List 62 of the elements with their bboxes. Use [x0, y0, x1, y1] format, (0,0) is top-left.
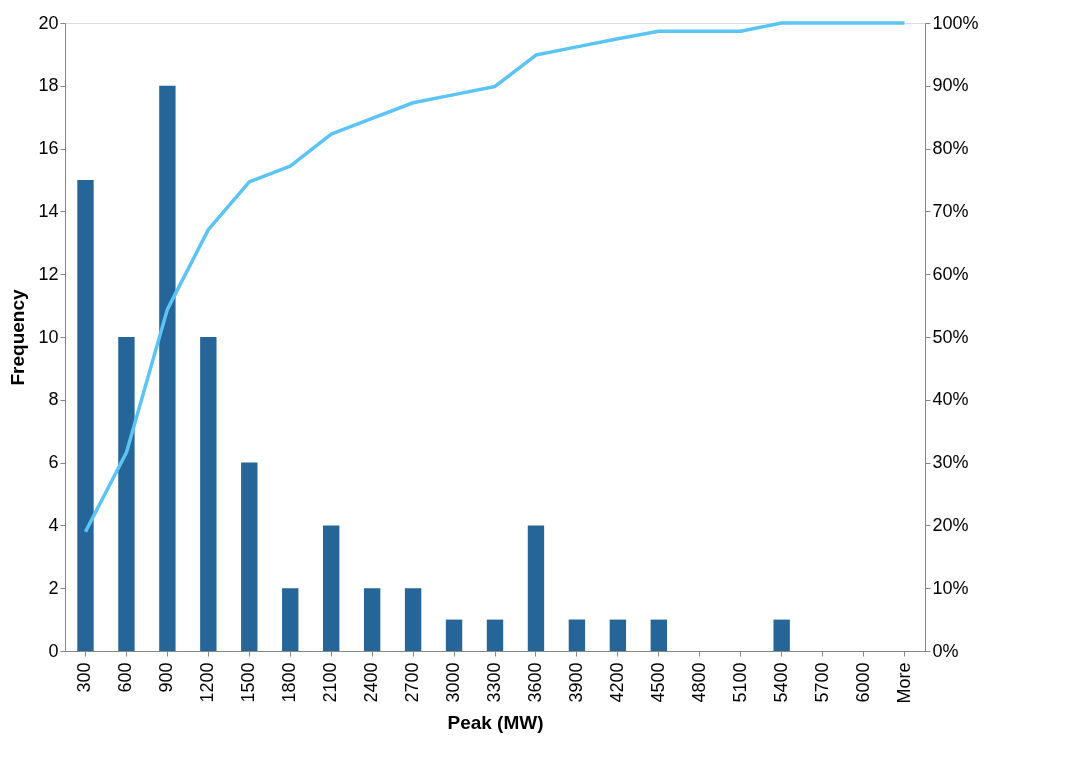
bar [200, 337, 217, 651]
y-tick-label: 10 [38, 326, 59, 347]
bar [77, 180, 94, 651]
x-tick-label: 900 [156, 662, 177, 693]
bar [486, 619, 504, 651]
x-tick-label: 1800 [279, 662, 300, 703]
y-axis-title: Frequency [7, 289, 29, 386]
bar [609, 619, 627, 651]
bar [773, 619, 790, 651]
bar [527, 525, 545, 651]
y2-tick-label: 10% [932, 577, 969, 598]
x-tick-label: 5700 [811, 662, 832, 703]
x-tick-label: 4800 [688, 662, 709, 703]
y-tick-label: 16 [38, 138, 59, 159]
y2-tick-label: 0% [932, 640, 959, 661]
y-tick-label: 20 [38, 12, 59, 33]
y2-tick-label: 50% [932, 326, 969, 347]
bar [241, 462, 258, 651]
y-tick-label: 4 [48, 514, 59, 535]
line-series [83, 21, 907, 534]
x-tick-label: 1200 [197, 662, 218, 703]
x-tick-label: 1500 [238, 662, 259, 703]
bar [159, 85, 176, 651]
x-tick-label: 2400 [361, 662, 382, 703]
x-tick-label: 4200 [606, 662, 627, 703]
x-tick-label: 6000 [852, 662, 873, 703]
x-tick-label: 2100 [320, 662, 341, 703]
y2-tick-label: 40% [932, 389, 969, 410]
y-tick-label: 2 [48, 577, 59, 598]
y2-tick-label: 80% [932, 138, 969, 159]
y2-tick-label: 60% [932, 263, 969, 284]
y-tick-label: 14 [38, 200, 59, 221]
bar [323, 525, 340, 651]
y2-tick-label: 100% [932, 12, 979, 33]
y-tick-label: 6 [48, 452, 59, 473]
x-tick-label: 3000 [443, 662, 464, 703]
y-tick-label: 8 [48, 389, 59, 410]
x-tick-label: 3600 [524, 662, 545, 703]
y2-tick-label: 90% [932, 75, 969, 96]
y2-tick-label: 20% [932, 514, 969, 535]
x-tick-label: More [893, 662, 914, 704]
x-tick-label: 2700 [402, 662, 423, 703]
bar [282, 588, 299, 651]
bar [650, 619, 667, 651]
y-tick-label: 0 [48, 640, 59, 661]
x-tick-label: 4500 [647, 662, 668, 703]
x-tick-label: 600 [115, 662, 136, 693]
y-tick-label: 12 [38, 263, 59, 284]
y2-tick-label: 30% [932, 452, 969, 473]
y2-tick-label: 70% [932, 200, 969, 221]
bar [363, 588, 381, 651]
x-tick-label: 300 [74, 662, 95, 693]
bar [118, 337, 135, 651]
x-tick-label: 3900 [565, 662, 586, 703]
y-tick-label: 18 [38, 75, 59, 96]
x-tick-label: 3300 [484, 662, 504, 703]
bar [404, 588, 422, 651]
bar [568, 619, 586, 651]
x-tick-label: 5100 [729, 662, 750, 703]
x-axis-title: Peak (MW) [447, 711, 544, 733]
x-tick-label: 5400 [770, 662, 791, 703]
bar [445, 619, 463, 651]
